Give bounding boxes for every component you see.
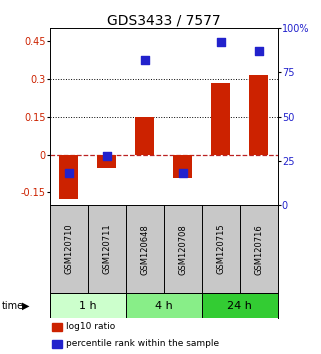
Text: GSM120716: GSM120716	[254, 224, 263, 275]
Bar	[202, 293, 278, 318]
Text: log10 ratio: log10 ratio	[66, 322, 115, 331]
Text: percentile rank within the sample: percentile rank within the sample	[66, 339, 219, 348]
Bar	[135, 117, 154, 154]
Bar	[249, 75, 268, 154]
Point	[180, 170, 185, 176]
Bar	[59, 154, 78, 199]
Point	[66, 170, 71, 176]
Point	[142, 57, 147, 63]
Text: time: time	[2, 301, 24, 311]
Text: GSM120710: GSM120710	[64, 224, 73, 274]
Bar	[97, 154, 116, 169]
Bar	[126, 293, 202, 318]
Text: 1 h: 1 h	[79, 301, 97, 311]
Text: GSM120708: GSM120708	[178, 224, 187, 275]
Text: ▶: ▶	[22, 301, 29, 311]
Text: GSM120711: GSM120711	[102, 224, 111, 274]
Bar	[52, 322, 62, 331]
Text: GSM120648: GSM120648	[140, 224, 149, 275]
Title: GDS3433 / 7577: GDS3433 / 7577	[107, 13, 221, 27]
Text: 24 h: 24 h	[227, 301, 252, 311]
Bar	[173, 154, 192, 178]
Point	[256, 48, 261, 54]
Text: GSM120715: GSM120715	[216, 224, 225, 274]
Bar	[52, 339, 62, 348]
Bar	[211, 82, 230, 154]
Point	[218, 40, 223, 45]
Text: 4 h: 4 h	[155, 301, 173, 311]
Bar	[50, 293, 126, 318]
Point	[104, 153, 109, 158]
